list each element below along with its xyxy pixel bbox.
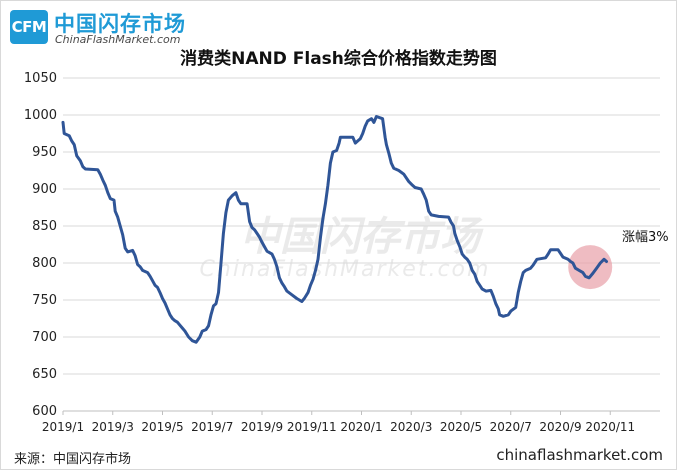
series xyxy=(61,115,608,344)
watermark-cn: 中国闪存市场 xyxy=(240,214,484,260)
x-tick-label: 2019/1 xyxy=(42,420,84,434)
cfm-logo-mark: CFM xyxy=(10,10,48,44)
y-tick-label: 600 xyxy=(32,404,57,419)
x-tick-label: 2019/5 xyxy=(141,420,183,434)
brand-name-en: ChinaFlashMarket.com xyxy=(55,33,181,46)
x-tick-label: 2020/3 xyxy=(390,420,432,434)
x-tick-label: 2020/9 xyxy=(539,420,581,434)
x-tick-label: 2019/3 xyxy=(92,420,134,434)
footer-site: chinaflashmarket.com xyxy=(496,446,663,464)
x-tick-label: 2019/9 xyxy=(241,420,283,434)
y-tick-label: 1050 xyxy=(24,71,57,86)
x-tick-label: 2019/11 xyxy=(287,420,337,434)
y-tick-label: 700 xyxy=(32,330,57,345)
highlight-circle-mark xyxy=(568,245,613,290)
y-tick-label: 850 xyxy=(32,219,57,234)
x-tick-label: 2020/1 xyxy=(340,420,382,434)
gridlines xyxy=(63,77,660,375)
x-tick-label: 2019/7 xyxy=(191,420,233,434)
highlight-circle xyxy=(568,245,613,290)
chart-title: 消费类NAND Flash综合价格指数走势图 xyxy=(180,49,497,69)
x-tick-label: 2020/5 xyxy=(440,420,482,434)
x-tick-label: 2020/11 xyxy=(585,420,635,434)
y-tick-label: 750 xyxy=(32,293,57,308)
series-line xyxy=(61,115,608,344)
y-tick-label: 800 xyxy=(32,256,57,271)
y-tick-label: 1000 xyxy=(24,108,57,123)
annotation: 涨幅3% xyxy=(622,230,669,245)
watermark-en: ChinaFlashMarket.com xyxy=(200,257,491,282)
axes: 600 650 700 750 800 850 900 950 1000 1050 2019/1 20… xyxy=(24,71,660,434)
footer-source: 来源：中国闪存市场 xyxy=(14,452,132,467)
x-tick-label: 2020/7 xyxy=(490,420,532,434)
y-tick-label: 950 xyxy=(32,145,57,160)
y-tick-label: 900 xyxy=(32,182,57,197)
brand-name-cn: 中国闪存市场 xyxy=(54,12,186,36)
brand-logo: CFM 中国闪存市场 ChinaFlashMarket.com xyxy=(10,8,210,48)
watermark: 中国闪存市场 ChinaFlashMarket.com xyxy=(200,214,491,282)
annotation-label: 涨幅3% xyxy=(622,230,669,245)
y-tick-label: 650 xyxy=(32,367,57,382)
